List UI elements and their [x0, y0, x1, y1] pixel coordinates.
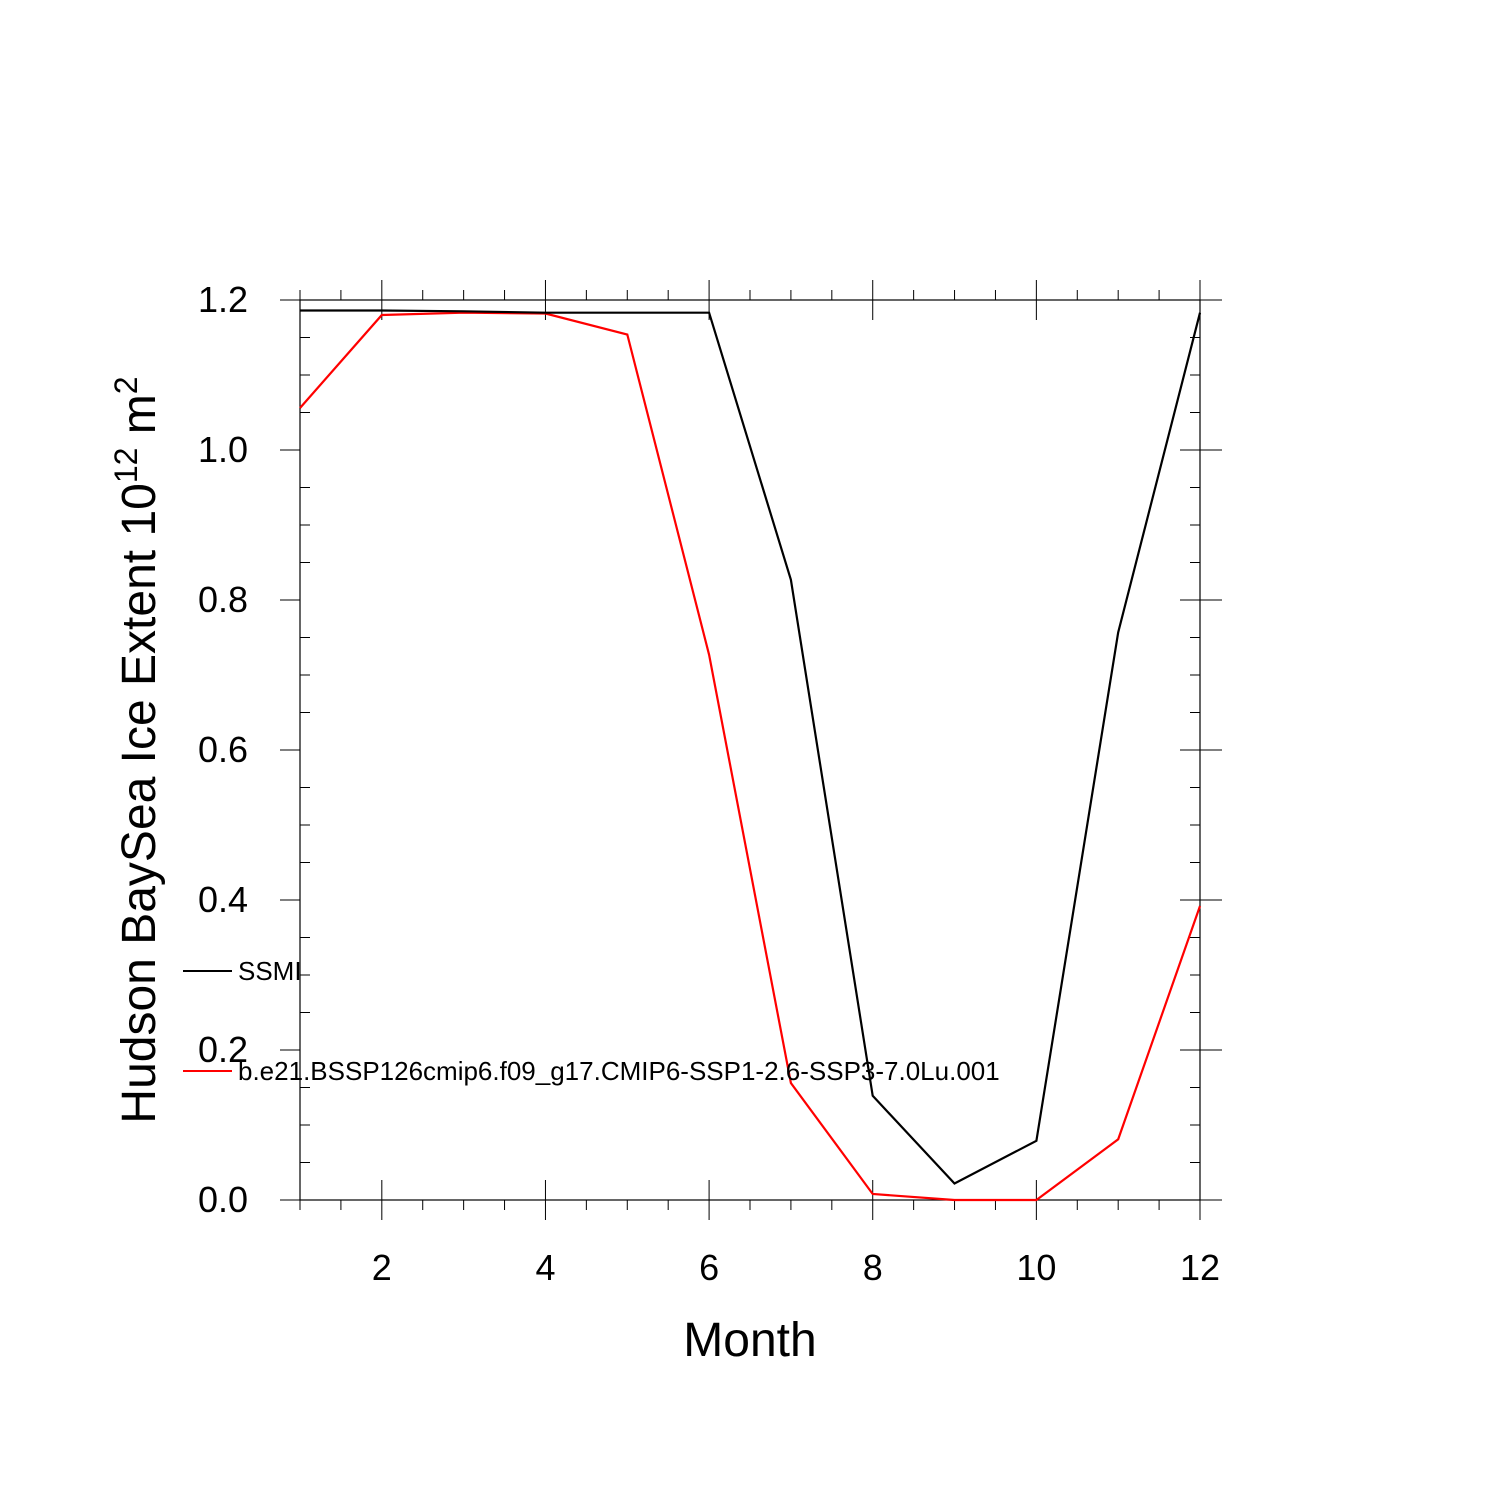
y-tick-label: 0.2: [198, 1029, 248, 1070]
y-tick-label: 0.8: [198, 579, 248, 620]
x-tick-label: 12: [1180, 1247, 1220, 1288]
axis-ticks: [280, 280, 1222, 1220]
y-axis-title-main: Hudson BaySea Ice Extent 10: [113, 483, 166, 1123]
series-line-1: [299, 311, 1202, 1202]
x-tick-label: 2: [372, 1247, 392, 1288]
x-tick-label: 10: [1016, 1247, 1056, 1288]
tick-labels: 2 4 6 8 10 12 0.0 0.2 0.4 0.6 0.8 1.0 1.2: [198, 279, 1220, 1288]
y-tick-label: 1.2: [198, 279, 248, 320]
y-axis-title-exponent: 12: [108, 448, 144, 484]
series-lines: [299, 309, 1202, 1202]
y-axis-title-unit-exponent: 2: [108, 376, 144, 394]
y-tick-label: 0.6: [198, 729, 248, 770]
legend-label: SSMI: [238, 956, 302, 986]
legend-label: b.e21.BSSP126cmip6.f09_g17.CMIP6-SSP1-2.…: [238, 1056, 1000, 1086]
y-axis-title-unit: m: [113, 394, 166, 447]
y-tick-label: 0.0: [198, 1179, 248, 1220]
x-tick-label: 4: [535, 1247, 555, 1288]
x-axis-title: Month: [683, 1314, 816, 1367]
x-tick-label: 6: [699, 1247, 719, 1288]
x-tick-label: 8: [863, 1247, 883, 1288]
series-line-0: [300, 309, 1202, 1185]
legend: SSMI b.e21.BSSP126cmip6.f09_g17.CMIP6-SSP…: [183, 956, 1000, 1086]
y-axis-title: Hudson BaySea Ice Extent 1012 m2: [108, 376, 166, 1123]
y-tick-label: 0.4: [198, 879, 248, 920]
y-tick-label: 1.0: [198, 429, 248, 470]
